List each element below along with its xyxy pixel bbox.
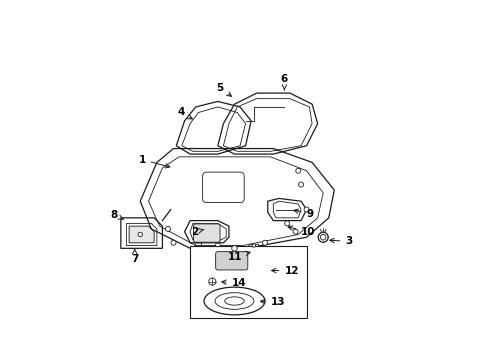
Circle shape — [171, 240, 176, 245]
Ellipse shape — [204, 287, 265, 315]
Circle shape — [166, 226, 171, 231]
Circle shape — [298, 182, 303, 187]
Circle shape — [209, 278, 216, 285]
Text: 8: 8 — [111, 210, 123, 220]
Text: 4: 4 — [177, 108, 192, 119]
Circle shape — [252, 244, 256, 247]
Text: 5: 5 — [216, 82, 231, 96]
Polygon shape — [140, 149, 334, 248]
Text: 12: 12 — [271, 266, 299, 275]
Polygon shape — [268, 198, 307, 221]
Polygon shape — [218, 93, 318, 154]
Circle shape — [216, 243, 220, 248]
Polygon shape — [129, 226, 154, 243]
Circle shape — [285, 221, 290, 226]
Polygon shape — [185, 221, 229, 243]
Polygon shape — [140, 149, 334, 248]
Text: 6: 6 — [281, 74, 288, 90]
Circle shape — [293, 229, 298, 234]
Text: 9: 9 — [294, 209, 314, 219]
Text: 10: 10 — [288, 226, 316, 237]
Text: 11: 11 — [228, 251, 250, 262]
Circle shape — [263, 240, 268, 245]
Circle shape — [296, 168, 301, 173]
Circle shape — [318, 232, 328, 242]
Polygon shape — [198, 248, 268, 279]
Text: 2: 2 — [191, 227, 204, 237]
FancyBboxPatch shape — [194, 224, 220, 242]
Polygon shape — [121, 218, 162, 248]
Bar — [190, 246, 307, 318]
Text: 13: 13 — [261, 297, 285, 307]
Polygon shape — [247, 244, 254, 250]
FancyBboxPatch shape — [203, 172, 244, 203]
Polygon shape — [176, 102, 251, 154]
Text: 1: 1 — [139, 155, 170, 168]
Circle shape — [138, 232, 143, 237]
Text: 3: 3 — [330, 237, 353, 246]
Polygon shape — [254, 244, 261, 250]
Circle shape — [304, 207, 309, 212]
Text: 7: 7 — [131, 249, 138, 264]
Circle shape — [232, 246, 237, 251]
Text: 14: 14 — [221, 278, 246, 288]
FancyBboxPatch shape — [216, 252, 248, 270]
